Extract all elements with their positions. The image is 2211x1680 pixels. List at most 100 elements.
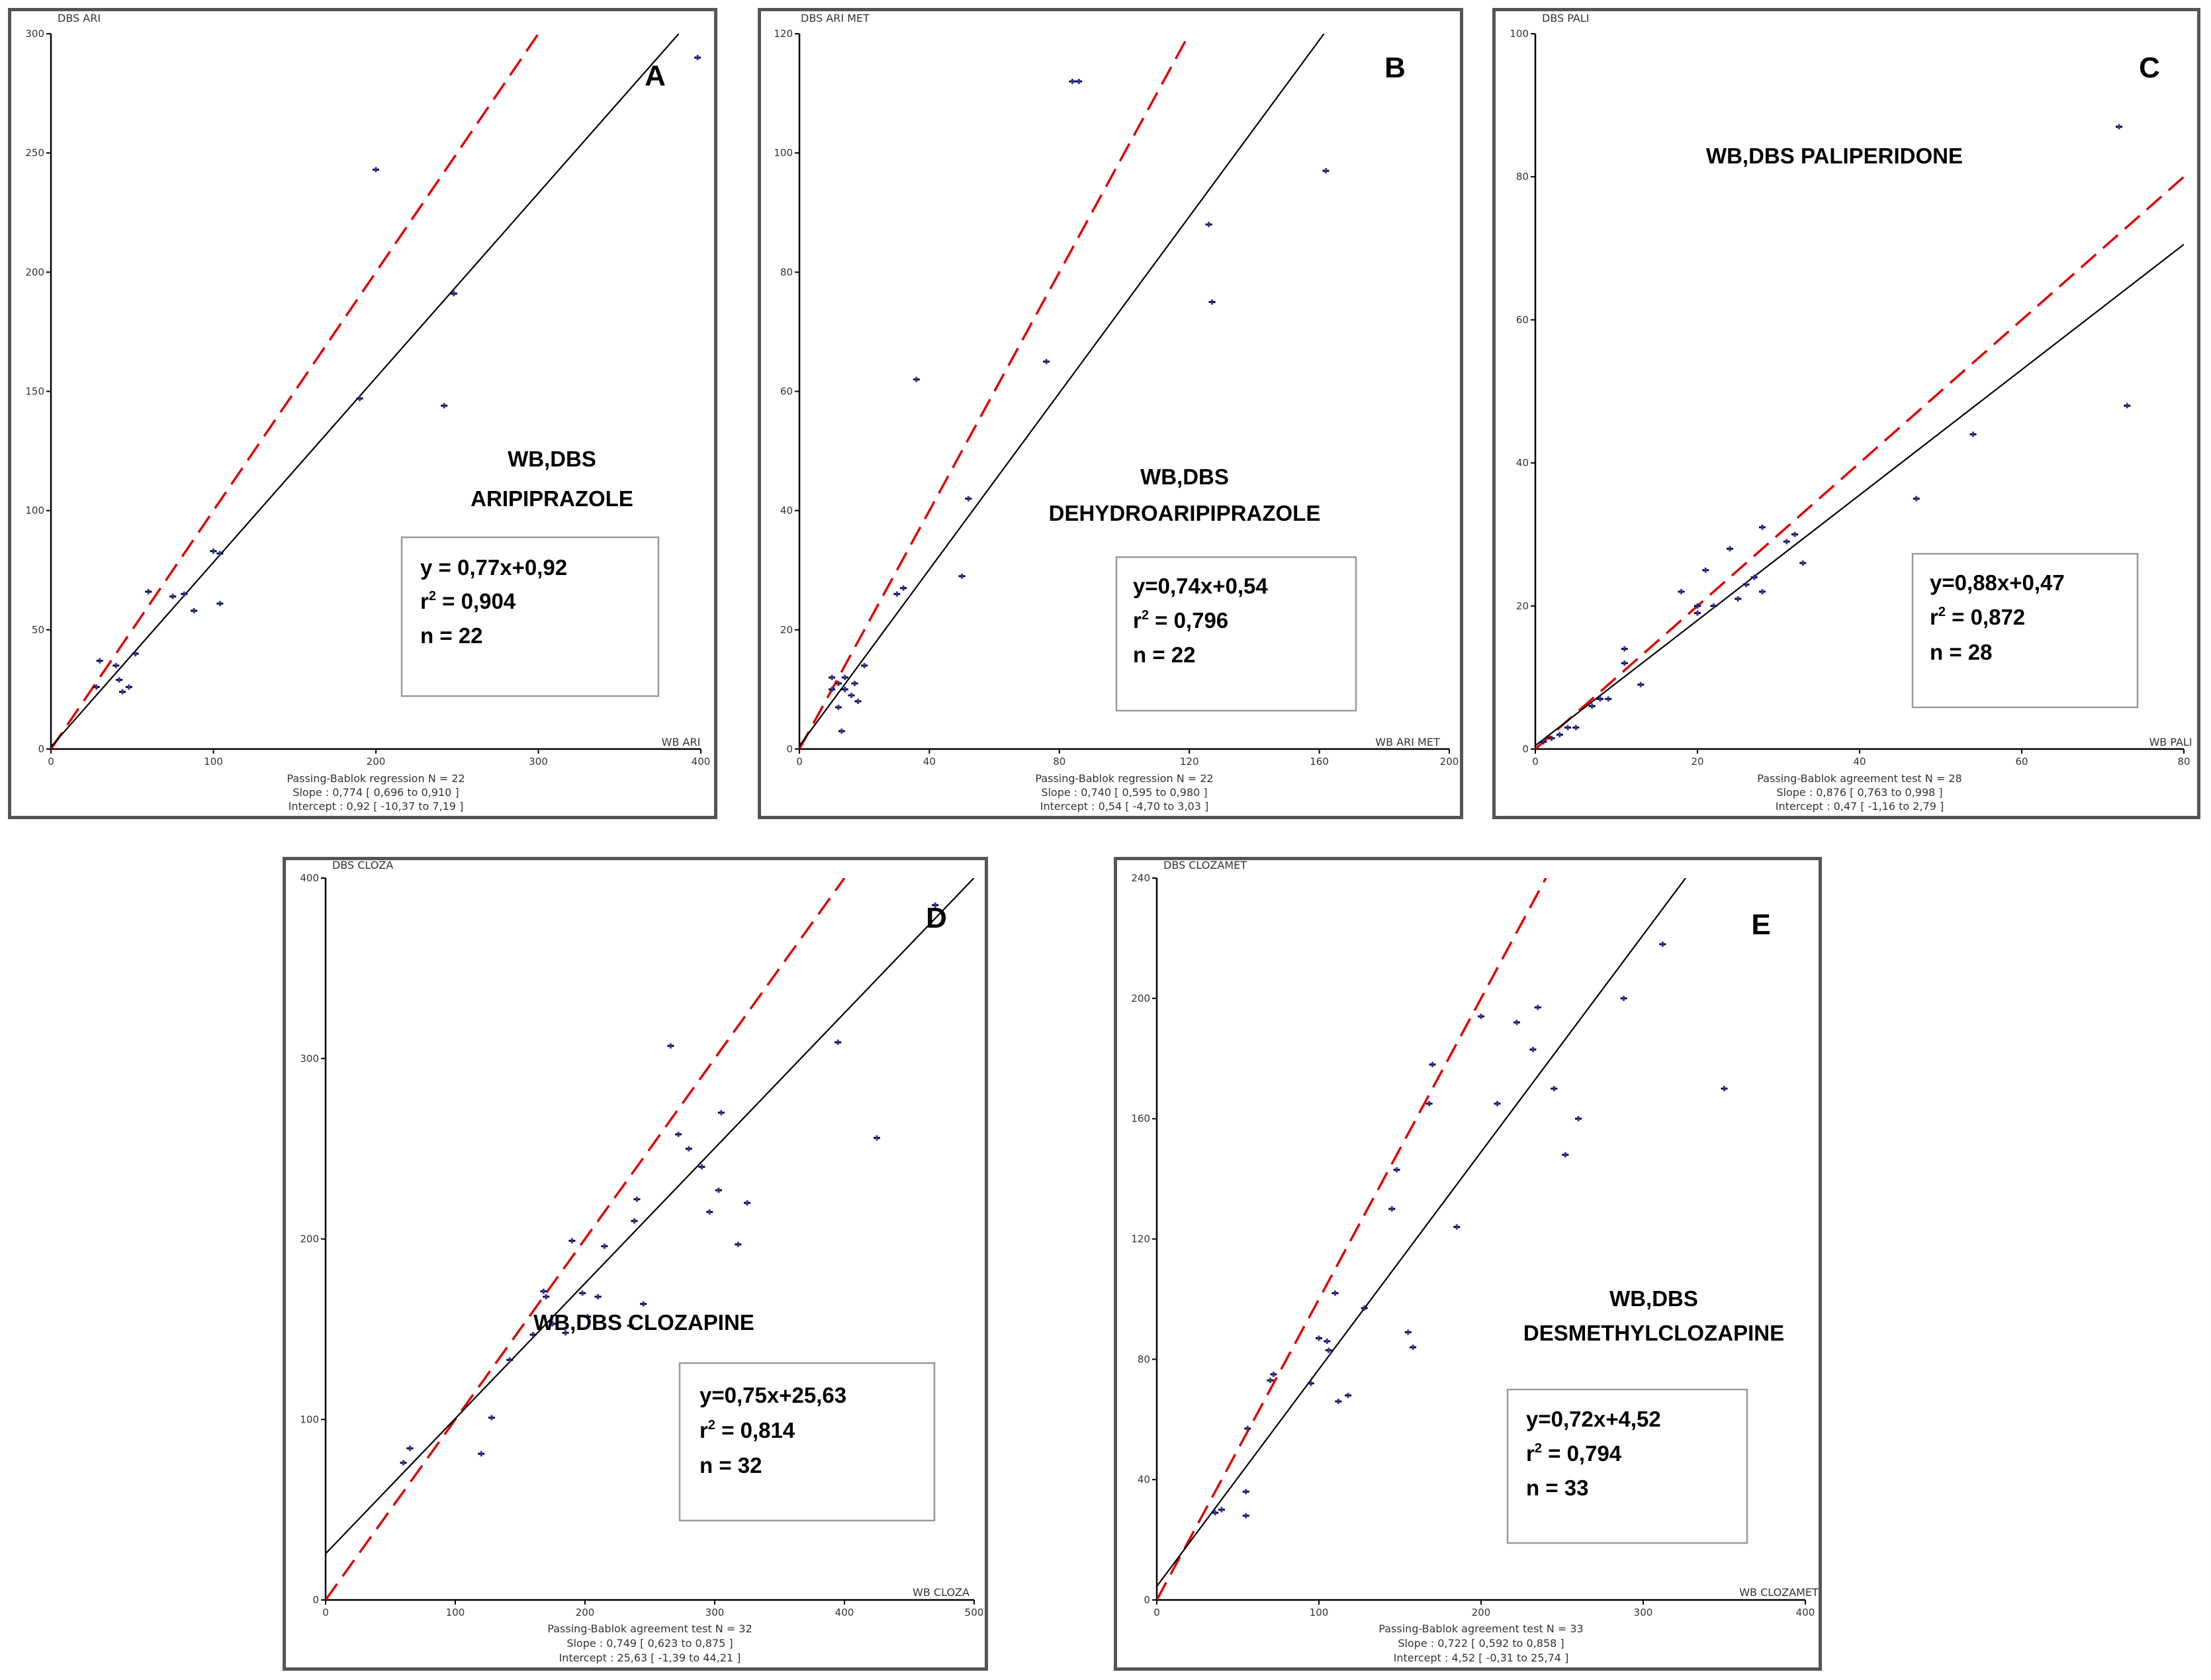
regression-footer: Passing-Bablok agreement test N = 33 (1378, 1622, 1583, 1635)
y-tick-label: 80 (1516, 171, 1529, 183)
y-tick-label: 50 (32, 624, 44, 636)
panel-title: DESMETHYLCLOZAPINE (1523, 1321, 1784, 1345)
n-text: n = 32 (699, 1453, 762, 1478)
data-point (1322, 168, 1330, 174)
y-tick-label: 100 (1510, 28, 1529, 40)
data-point (848, 692, 855, 698)
data-point (675, 1131, 682, 1137)
regression-footer: Passing-Bablok agreement test N = 32 (547, 1622, 752, 1635)
data-point (1637, 682, 1645, 687)
data-point (478, 1451, 485, 1457)
data-point (1324, 1339, 1331, 1345)
n-text: n = 22 (1133, 642, 1195, 667)
data-point (116, 677, 123, 683)
data-point (210, 548, 217, 554)
data-point (838, 728, 845, 734)
x-tick-label: 60 (2015, 756, 2028, 768)
panel-letter: B (1384, 52, 1406, 84)
data-point (1043, 359, 1050, 365)
data-point (640, 1301, 647, 1307)
y-tick-label: 240 (1131, 872, 1150, 884)
data-point (1388, 1206, 1396, 1212)
data-point (685, 1146, 692, 1152)
lines-group (326, 878, 974, 1600)
data-point (1913, 496, 1920, 502)
data-point (145, 589, 152, 595)
x-tick-label: 200 (367, 756, 386, 768)
regression-line (1157, 878, 1686, 1587)
r-squared-text: r2 = 0,796 (1133, 608, 1228, 633)
data-point (93, 684, 100, 690)
y-tick-label: 100 (774, 147, 793, 159)
y-tick-label: 300 (300, 1053, 319, 1065)
regression-footer: Intercept : 0,47 [ -1,16 to 2,79 ] (1776, 800, 1944, 813)
data-point (1727, 546, 1733, 552)
data-point (1750, 574, 1758, 580)
data-point (1735, 596, 1742, 601)
x-tick-label: 120 (1180, 756, 1199, 768)
data-point (1621, 646, 1628, 652)
data-point (549, 1321, 556, 1327)
chart-svg: 0 100 200 300 400 500 0 100 200 300 400 DBS CLOZA WB… (300, 860, 983, 1664)
y-tick-label: 400 (300, 872, 319, 884)
y-tick-label: 0 (1522, 743, 1529, 755)
data-point (1620, 995, 1627, 1001)
y-axis-label: DBS ARI (58, 12, 101, 24)
data-point (1075, 79, 1083, 85)
data-point (543, 1294, 550, 1300)
data-point (706, 1209, 713, 1215)
data-point (861, 662, 868, 668)
chart-panel-d: 0 100 200 300 400 500 0 100 200 300 400 DBS CLOZA WB… (283, 857, 988, 1671)
data-point (216, 601, 224, 607)
data-point (851, 680, 858, 686)
data-point (1799, 560, 1807, 566)
panel-title: ARIPIPRAZOLE (471, 486, 633, 511)
identity-line (1157, 878, 1547, 1600)
lines-group (1157, 878, 1686, 1600)
data-point (1556, 732, 1563, 738)
equation-box (1506, 1388, 1748, 1544)
data-point (2124, 403, 2131, 409)
data-point (1242, 1489, 1249, 1495)
x-axis-label: WB PALI (2149, 736, 2192, 748)
y-tick-label: 40 (1516, 457, 1529, 469)
data-point (1208, 299, 1216, 305)
x-axis-label: WB CLOZA (913, 1586, 970, 1599)
data-point (1218, 1507, 1225, 1513)
y-tick-label: 250 (25, 147, 44, 159)
data-point (1572, 725, 1580, 730)
data-point (744, 1200, 750, 1206)
data-point (584, 1313, 591, 1319)
data-point (694, 55, 701, 61)
equation-text: y=0,74x+0,54 (1133, 574, 1268, 598)
y-tick-label: 20 (1516, 600, 1529, 612)
r-squared-text: r2 = 0,794 (1526, 1441, 1622, 1466)
panel-title: DEHYDROARIPIPRAZOLE (1049, 501, 1321, 525)
x-tick-label: 80 (1053, 756, 1065, 768)
data-point (1694, 610, 1701, 616)
data-point (900, 585, 907, 591)
data-point (1429, 1061, 1436, 1067)
equation-box (1911, 553, 2139, 709)
data-point (735, 1241, 742, 1247)
data-point (835, 1039, 842, 1045)
data-point (1562, 1152, 1569, 1158)
x-axis-label: WB ARI MET (1375, 736, 1440, 748)
data-point (717, 1110, 725, 1116)
regression-footer: Slope : 0,740 [ 0,595 to 0,980 ] (1041, 786, 1207, 799)
y-tick-label: 80 (780, 266, 793, 278)
data-point (854, 698, 862, 704)
data-point (1742, 582, 1750, 588)
data-point (1425, 1100, 1433, 1106)
x-tick-label: 200 (1440, 756, 1459, 768)
chart-svg: 0 100 200 300 400 0 50 100 150 200 250 300 DBS ARI WB… (25, 12, 710, 813)
data-point (373, 167, 379, 173)
data-point (1270, 1372, 1277, 1378)
data-point (1710, 603, 1717, 609)
regression-footer: Passing-Bablok agreement test N = 28 (1757, 772, 1962, 785)
data-point (1564, 725, 1571, 730)
data-point (406, 1445, 414, 1451)
data-point (1345, 1392, 1352, 1398)
r-squared-text: r2 = 0,904 (420, 589, 516, 613)
data-point (529, 1332, 537, 1338)
